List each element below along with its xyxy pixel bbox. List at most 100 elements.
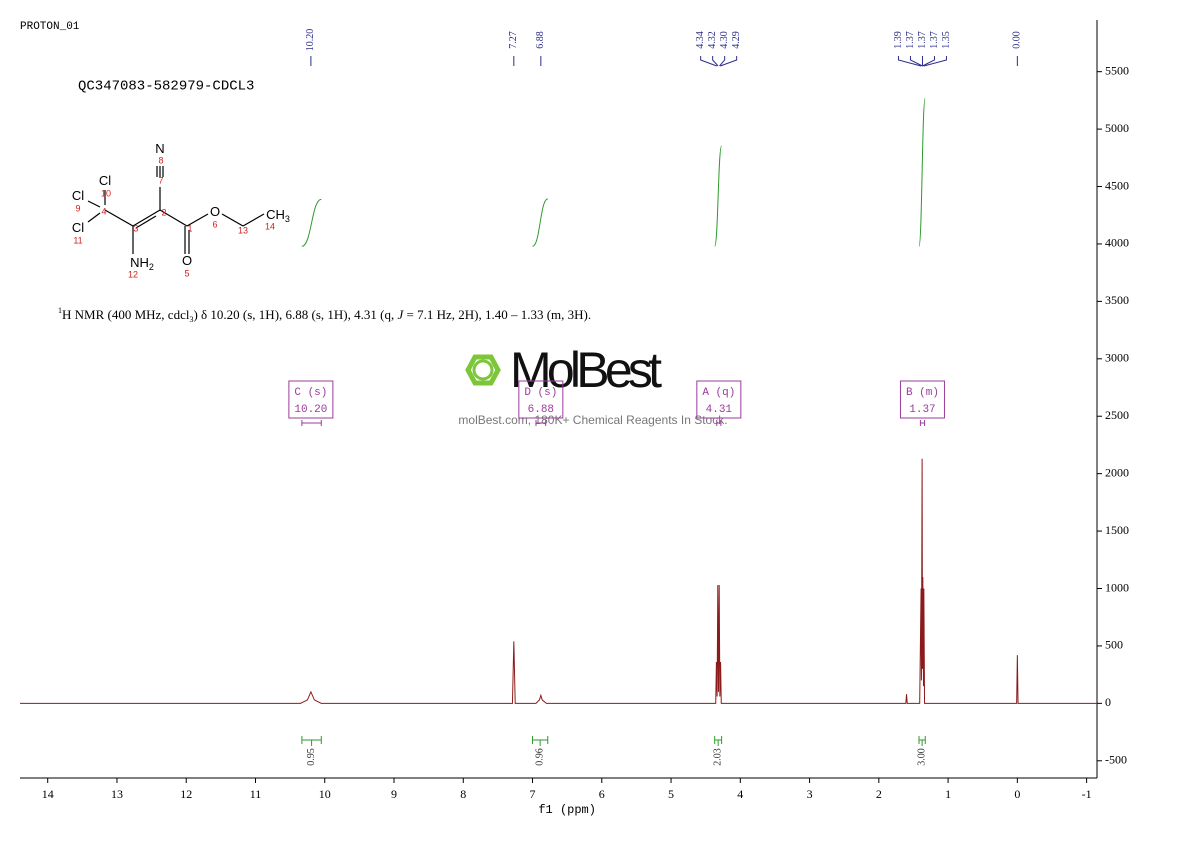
integral-curve <box>918 97 926 247</box>
atom-number: 8 <box>158 155 163 165</box>
desc-part: ) δ 10.20 (s, 1H), 6.88 (s, 1H), 4.31 (q… <box>193 307 397 322</box>
atom-symbol-text: NH <box>130 255 149 270</box>
integral-bracket <box>301 736 322 746</box>
x-tick-label: 11 <box>250 787 262 801</box>
peak-label: 1.39 <box>893 31 904 49</box>
y-tick-label: 3500 <box>1105 293 1129 307</box>
multiplet-range <box>535 420 547 426</box>
integral-bracket <box>714 736 723 746</box>
desc-part: 1 <box>58 306 62 315</box>
multiplet-name: B (m) <box>906 387 939 399</box>
atom-symbol: Cl <box>72 220 84 235</box>
atom-number: 6 <box>212 219 217 229</box>
peak-label: 4.34 <box>695 31 706 49</box>
atom-number: 1 <box>187 223 192 233</box>
y-tick-label: 5500 <box>1105 63 1129 77</box>
atom-symbol-text: Cl <box>72 220 84 235</box>
y-tick-label: 2500 <box>1105 408 1129 422</box>
multiplet-range <box>301 420 322 426</box>
atom-symbol-text: O <box>210 204 220 219</box>
watermark-tagline: molBest.com, 180K+ Chemical Reagents In … <box>458 413 727 427</box>
x-tick-label: 2 <box>876 787 882 801</box>
multiplet-box <box>696 380 742 419</box>
peak-label: 1.35 <box>941 31 952 49</box>
integral-curve <box>301 198 322 247</box>
peak-connector <box>923 56 947 67</box>
peak-connector <box>712 56 719 67</box>
atom-symbol-text: N <box>155 141 164 156</box>
y-tick-label: 4000 <box>1105 236 1129 250</box>
x-tick-label: 1 <box>945 787 951 801</box>
peak-label: 6.88 <box>535 31 546 49</box>
peak-connector <box>720 56 738 67</box>
atom-symbol: O <box>182 253 192 268</box>
multiplet-range <box>716 420 722 426</box>
x-tick-label: 6 <box>599 787 605 801</box>
atom-number: 10 <box>101 188 111 198</box>
peak-label: 7.27 <box>508 31 519 49</box>
desc-part: H NMR (400 MHz, cdcl <box>62 307 190 322</box>
atom-symbol: NH2 <box>130 255 154 272</box>
peak-label: 4.29 <box>731 31 742 49</box>
sample-name: QC347083-582979-CDCL3 <box>78 79 254 95</box>
peak-connector <box>897 56 922 67</box>
atom-number: 3 <box>133 223 138 233</box>
x-tick-label: 14 <box>42 787 54 801</box>
atom-number: 13 <box>238 225 248 235</box>
multiplet-shift: 10.20 <box>294 404 327 416</box>
peak-label: 0.00 <box>1012 31 1023 49</box>
x-axis-label: f1 (ppm) <box>538 803 596 817</box>
atom-number: 4 <box>101 206 106 216</box>
peak-label: 1.37 <box>929 31 940 49</box>
multiplet-box <box>899 380 945 419</box>
integral-value: 3.00 <box>916 748 927 766</box>
x-tick-label: 10 <box>319 787 331 801</box>
multiplet-shift: 4.31 <box>706 404 733 416</box>
multiplet-box <box>288 380 334 419</box>
atom-symbol: O <box>210 204 220 219</box>
y-tick-label: 3000 <box>1105 351 1129 365</box>
peak-connector <box>700 56 717 67</box>
y-tick-label: 0 <box>1105 695 1111 709</box>
multiplet-shift: 6.88 <box>528 404 554 416</box>
x-tick-label: 8 <box>460 787 466 801</box>
atom-symbol: CH3 <box>266 207 290 224</box>
multiplet-box <box>518 380 564 419</box>
x-tick-label: 4 <box>737 787 743 801</box>
integral-bracket <box>918 736 926 746</box>
peak-label: 4.30 <box>719 31 730 49</box>
nmr-description: 1H NMR (400 MHz, cdcl3) δ 10.20 (s, 1H),… <box>58 306 591 324</box>
multiplet-shift: 1.37 <box>909 404 935 416</box>
watermark-logo <box>465 354 501 386</box>
atom-symbol-text: Cl <box>72 188 84 203</box>
atom-symbol: Cl <box>72 188 84 203</box>
atom-subscript: 3 <box>285 214 290 224</box>
desc-part: = 7.1 Hz, 2H), 1.40 – 1.33 (m, 3H). <box>403 307 591 322</box>
multiplet-name: D (s) <box>524 387 557 399</box>
atom-symbol-text: Cl <box>99 173 111 188</box>
desc-part: 3 <box>189 315 193 324</box>
integral-curve <box>714 145 723 247</box>
peak-label: 1.37 <box>905 31 916 49</box>
desc-part: J <box>397 307 404 322</box>
integral-value: 0.96 <box>534 748 545 766</box>
peak-connector <box>909 56 923 67</box>
x-tick-label: 3 <box>807 787 813 801</box>
multiplet-name: A (q) <box>702 387 735 399</box>
atom-number: 14 <box>265 221 275 231</box>
atom-number: 12 <box>128 269 138 279</box>
multiplet-name: C (s) <box>294 387 327 399</box>
x-tick-label: 9 <box>391 787 397 801</box>
y-tick-label: 1000 <box>1105 580 1129 594</box>
atom-number: 9 <box>75 203 80 213</box>
atom-subscript: 2 <box>149 262 154 272</box>
integral-curve <box>532 198 549 247</box>
watermark-brand: MolBest <box>510 342 662 398</box>
x-tick-label: 13 <box>111 787 123 801</box>
x-tick-label: 5 <box>668 787 674 801</box>
atom-number: 5 <box>184 268 189 278</box>
atom-symbol: Cl <box>99 173 111 188</box>
peak-label: 4.32 <box>707 31 718 49</box>
y-tick-label: 1500 <box>1105 523 1129 537</box>
x-tick-label: 7 <box>530 787 536 801</box>
